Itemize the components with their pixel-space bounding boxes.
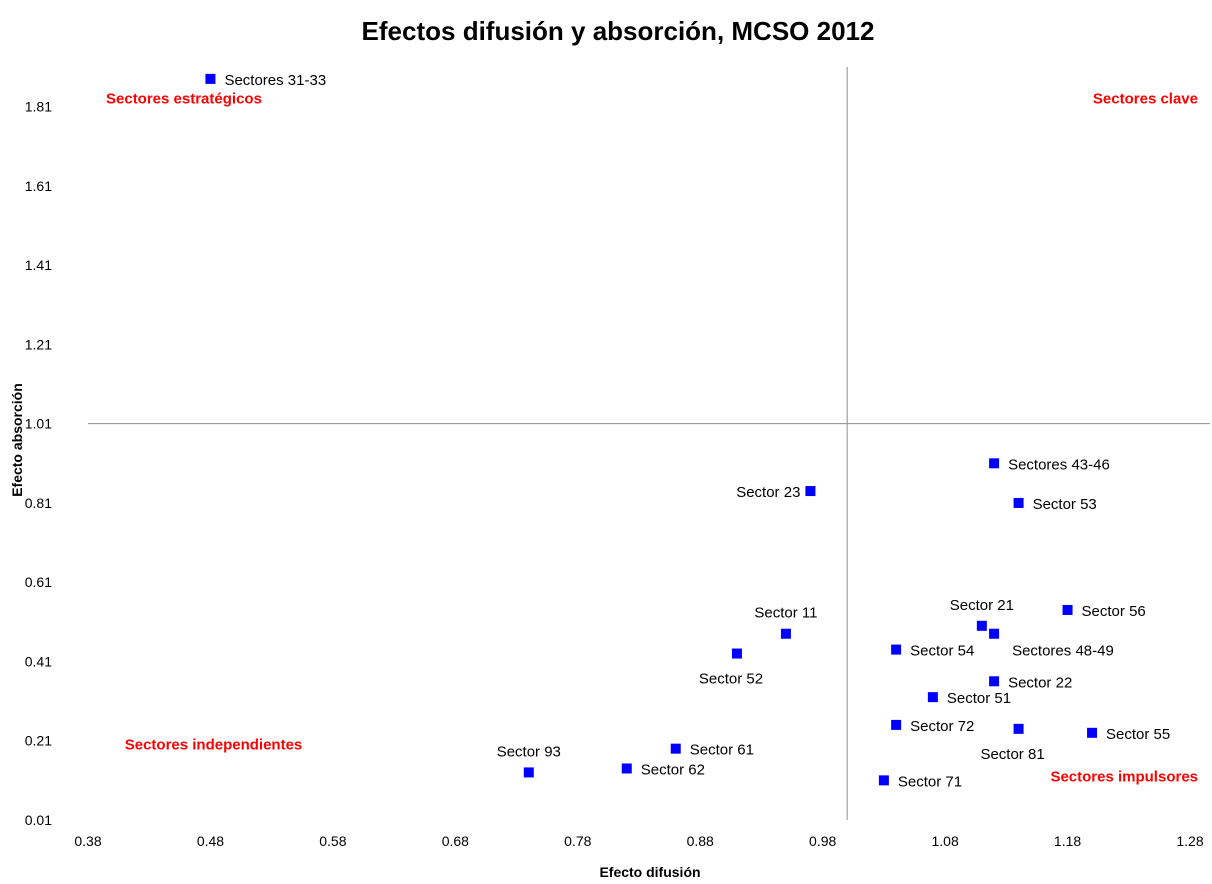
y-tick-label: 0.61: [25, 574, 52, 590]
quadrant-label: Sectores independientes: [125, 737, 303, 754]
y-tick-label: 0.41: [25, 653, 52, 669]
y-axis-label: Efecto absorción: [9, 383, 25, 497]
x-tick-label: 1.28: [1176, 833, 1203, 849]
data-points: [205, 73, 1098, 786]
data-point-label: Sector 71: [898, 773, 962, 790]
x-tick-label: 0.98: [809, 833, 836, 849]
data-point: [780, 628, 791, 639]
data-point: [523, 767, 534, 778]
chart-title: Efectos difusión y absorción, MCSO 2012: [362, 16, 875, 46]
data-point: [731, 648, 742, 659]
y-tick-label: 0.81: [25, 495, 52, 511]
y-tick-label: 1.01: [25, 416, 52, 432]
data-point-label: Sector 81: [980, 746, 1044, 763]
data-point-label: Sector 52: [699, 671, 763, 688]
data-point: [621, 763, 632, 774]
y-tick-label: 1.81: [25, 99, 52, 115]
y-tick-label: 0.21: [25, 733, 52, 749]
data-point: [976, 620, 987, 631]
data-point-label: Sector 53: [1033, 496, 1097, 513]
data-point: [1013, 497, 1024, 508]
data-point: [878, 775, 889, 786]
data-point-label: Sector 11: [754, 605, 817, 622]
data-point-label: Sector 56: [1082, 603, 1146, 620]
data-point: [1087, 727, 1098, 738]
x-tick-label: 0.68: [442, 833, 469, 849]
x-tick-label: 0.78: [564, 833, 591, 849]
data-point: [205, 73, 216, 84]
x-tick-labels: 0.38 0.48 0.58 0.68 0.78 0.88 0.98 1.08 1.18 1.28: [74, 833, 1203, 849]
data-point-label: Sectores 48-49: [1012, 643, 1114, 660]
y-tick-labels: 0.01 0.21 0.41 0.61 0.81 1.01 1.21 1.41 1.61 1.81: [25, 99, 52, 828]
data-point-label: Sectores 31-33: [224, 72, 326, 89]
data-point-label: Sectores 43-46: [1008, 456, 1110, 473]
data-point-label: Sector 21: [950, 597, 1014, 614]
y-tick-label: 0.01: [25, 812, 52, 828]
y-tick-label: 1.41: [25, 257, 52, 273]
x-axis-label: Efecto difusión: [599, 864, 700, 880]
data-point-label: Sector 72: [910, 718, 974, 735]
data-point: [1013, 723, 1024, 734]
data-point-label: Sector 22: [1008, 674, 1072, 691]
data-point-label: Sector 61: [690, 742, 754, 759]
data-point: [891, 644, 902, 655]
quadrant-label: Sectores impulsores: [1050, 768, 1198, 785]
x-tick-label: 1.18: [1054, 833, 1081, 849]
data-point: [891, 719, 902, 730]
data-point: [989, 676, 1000, 687]
data-point-label: Sector 55: [1106, 726, 1170, 743]
data-point-label: Sector 23: [736, 484, 800, 501]
x-tick-label: 0.88: [687, 833, 714, 849]
axes: [88, 67, 1210, 820]
data-point-label: Sector 51: [947, 690, 1011, 707]
data-point: [989, 458, 1000, 469]
data-point: [1062, 604, 1073, 615]
quadrant-annotations: Sectores estratégicos Sectores clave Secto…: [106, 91, 1198, 786]
x-tick-label: 0.58: [319, 833, 346, 849]
data-point: [927, 692, 938, 703]
data-point-label: Sector 54: [910, 643, 974, 660]
data-point-label: Sector 62: [641, 761, 705, 778]
x-tick-label: 0.48: [197, 833, 224, 849]
data-point-label: Sector 93: [497, 743, 561, 760]
data-point: [805, 486, 816, 497]
x-tick-label: 1.08: [931, 833, 958, 849]
x-tick-label: 0.38: [74, 833, 101, 849]
quadrant-label: Sectores clave: [1093, 91, 1198, 108]
quadrant-label: Sectores estratégicos: [106, 91, 262, 108]
data-point: [989, 628, 1000, 639]
y-tick-label: 1.61: [25, 178, 52, 194]
y-tick-label: 1.21: [25, 336, 52, 352]
data-point-labels: Sectores 31-33 Sector 23 Sector 11 Sector 5…: [224, 72, 1170, 790]
data-point: [670, 743, 681, 754]
